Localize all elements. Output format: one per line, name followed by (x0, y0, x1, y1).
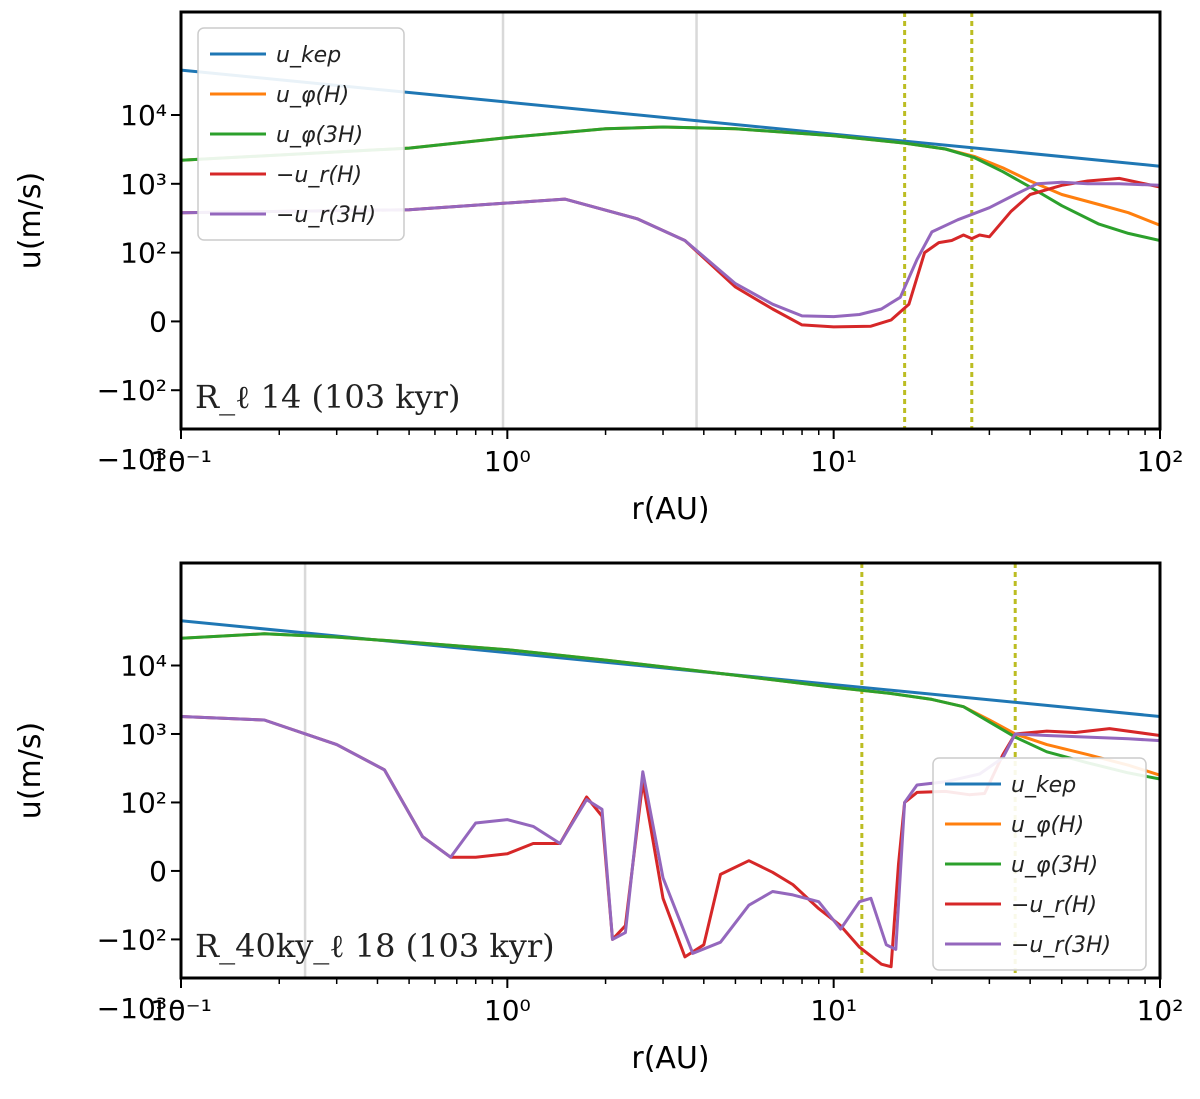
legend-label-4: −u_r(H) (276, 163, 362, 188)
x-tick-label: 10¹ (810, 445, 857, 478)
y-tick-label: −10² (97, 374, 167, 407)
legend-label-1: u_kep (1011, 773, 1076, 798)
y-tick-label: 10⁴ (120, 650, 167, 683)
y-tick-label: 0 (149, 855, 167, 888)
x-axis-label: r(AU) (631, 1041, 709, 1076)
x-tick-label: 10⁻¹ (150, 445, 212, 478)
legend-label-3: u_φ(3H) (1011, 853, 1098, 878)
y-axis: 10⁴ 10³ 10² 0 −10² −10³ (97, 99, 181, 476)
plot-frame (179, 10, 1162, 431)
y-tick-label: 10² (120, 237, 167, 270)
chart-panel-1: 10⁻¹ 10⁰ 10¹ 10² r(AU) 10⁴ 10³ 10² 0 −10² −10³ u(m/… (13, 10, 1183, 527)
y-tick-label: 10³ (120, 718, 167, 751)
y-axis: 10⁴ 10³ 10² 0 −10² −10³ (97, 650, 181, 1025)
y-axis-label: u(m/s) (13, 172, 48, 269)
x-tick-label: 10⁰ (484, 994, 531, 1027)
legend: u_kep u_φ(H) u_φ(3H) −u_r(H) −u_r(3H) (932, 757, 1147, 971)
series-line-3 (181, 125, 1160, 242)
y-tick-label: 10⁴ (120, 99, 167, 132)
series-line-5 (181, 180, 1160, 319)
x-tick-label: 10² (1137, 994, 1184, 1027)
y-tick-label: 0 (149, 305, 167, 338)
legend-box (932, 757, 1147, 971)
series-line-3 (181, 632, 1160, 781)
legend-label-2: u_φ(H) (276, 83, 349, 108)
legend-label-5: −u_r(3H) (276, 203, 376, 228)
legend-box (197, 27, 405, 241)
x-tick-label: 10² (1137, 445, 1184, 478)
x-axis: 10⁻¹ 10⁰ 10¹ 10² (150, 978, 1183, 1027)
x-tick-label: 10¹ (810, 994, 857, 1027)
legend-label-4: −u_r(H) (1011, 893, 1097, 918)
x-axis-label: r(AU) (631, 492, 709, 527)
plot-frame (179, 561, 1162, 980)
legend-label-5: −u_r(3H) (1011, 933, 1111, 958)
y-tick-label: −10³ (97, 443, 167, 476)
panel-annotation: R_ℓ 14 (103 kyr) (195, 378, 460, 416)
legend: u_kep u_φ(H) u_φ(3H) −u_r(H) −u_r(3H) (197, 27, 405, 241)
y-tick-label: −10³ (97, 992, 167, 1025)
y-tick-label: 10² (120, 786, 167, 819)
legend-label-3: u_φ(3H) (276, 123, 363, 148)
plot-area (181, 12, 1160, 429)
x-tick-label: 10⁻¹ (150, 994, 212, 1027)
legend-label-1: u_kep (276, 43, 341, 68)
panel-annotation: R_40ky_ℓ 18 (103 kyr) (195, 927, 555, 965)
y-tick-label: −10² (97, 923, 167, 956)
y-axis-label: u(m/s) (13, 722, 48, 819)
chart-panel-2: 10⁻¹ 10⁰ 10¹ 10² r(AU) 10⁴ 10³ 10² 0 −10² −10³ u(m/… (13, 561, 1183, 1076)
x-tick-label: 10⁰ (484, 445, 531, 478)
series-line-2 (181, 632, 1160, 777)
x-axis: 10⁻¹ 10⁰ 10¹ 10² (150, 429, 1183, 478)
y-tick-label: 10³ (120, 168, 167, 201)
legend-label-2: u_φ(H) (1011, 813, 1084, 838)
